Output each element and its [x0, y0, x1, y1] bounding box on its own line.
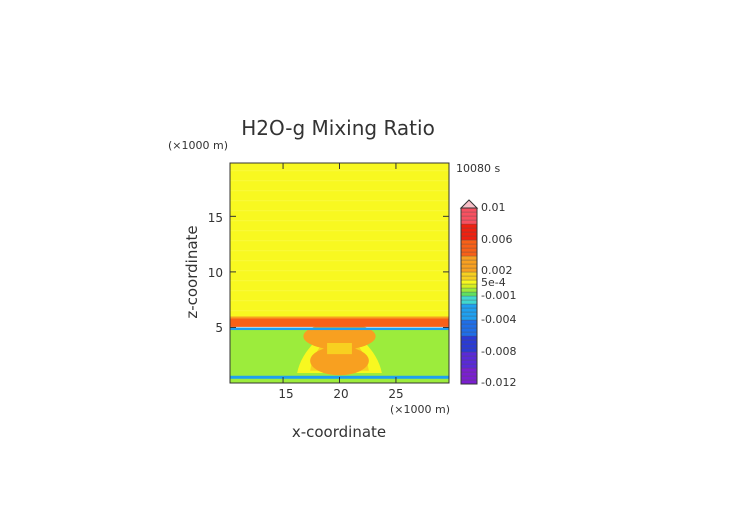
colorbar-label: -0.008: [481, 345, 516, 358]
x-tick-label-15: 15: [278, 387, 293, 401]
colorbar-segment: [460, 291, 478, 297]
colorbar-segment: [460, 303, 478, 309]
colorbar-segment: [460, 359, 478, 365]
colorbar-segment: [460, 311, 478, 317]
colorbar-segment: [460, 379, 478, 385]
colorbar-segment: [460, 231, 478, 237]
y-tick-label-15: 15: [208, 211, 223, 225]
y-tick-label-10: 10: [208, 266, 223, 280]
colorbar-segment: [460, 227, 478, 233]
y-tick-label-5: 5: [215, 321, 223, 335]
colorbar-segment: [460, 243, 478, 249]
contour-field: [230, 163, 449, 383]
colorbar-segment: [460, 259, 478, 265]
red-band: [230, 318, 449, 327]
colorbar-segment: [460, 307, 478, 313]
y-unit-label: (×1000 m): [168, 139, 228, 152]
axis-ticks: [230, 163, 449, 383]
red-band-edge: [230, 316, 449, 319]
colorbar-segment: [460, 247, 478, 253]
colorbar-segment: [460, 363, 478, 369]
colorbar-segment: [460, 299, 478, 305]
colorbar-segment: [460, 339, 478, 345]
plume-core-lower: [310, 346, 369, 376]
plume-neck: [327, 343, 352, 355]
x-tick-label-25: 25: [388, 387, 403, 401]
blue-line-upper: [230, 327, 449, 331]
colorbar-segment: [460, 327, 478, 333]
colorbar-segment: [460, 255, 478, 261]
colorbar-segment: [460, 315, 478, 321]
colorbar-segment: [460, 323, 478, 329]
colorbar-overflow-arrow: [459, 199, 479, 209]
colorbar-segment: [460, 295, 478, 301]
colorbar-segment: [460, 371, 478, 377]
x-axis-label: x-coordinate: [292, 423, 386, 441]
colorbar-segment: [460, 223, 478, 229]
upper-region: [230, 163, 449, 320]
colorbar-segment: [460, 219, 478, 225]
colorbar-segment: [460, 251, 478, 257]
colorbar-label: -0.012: [481, 376, 516, 389]
x-unit-label: (×1000 m): [390, 403, 450, 416]
colorbar-segment: [460, 287, 478, 293]
colorbar-segment: [460, 375, 478, 381]
colorbar-segment: [460, 351, 478, 357]
colorbar-segment: [460, 347, 478, 353]
colorbar-label: -0.001: [481, 289, 516, 302]
colorbar-label: -0.004: [481, 313, 516, 326]
x-tick-label-20: 20: [333, 387, 348, 401]
colorbar-label: 0.006: [481, 233, 513, 246]
colorbar-label: 0.01: [481, 201, 506, 214]
colorbar: [459, 199, 479, 385]
colorbar-segment: [460, 235, 478, 241]
colorbar-segment: [460, 343, 478, 349]
colorbar-segment: [460, 335, 478, 341]
colorbar-segment: [460, 367, 478, 373]
colorbar-segment: [460, 239, 478, 245]
colorbar-segment: [460, 211, 478, 217]
colorbar-segment: [460, 275, 478, 281]
colorbar-label: 0.002: [481, 264, 513, 277]
chart-title: H2O-g Mixing Ratio: [241, 116, 435, 140]
colorbar-segment: [460, 283, 478, 289]
colorbar-segment: [460, 355, 478, 361]
colorbar-label: 5e-4: [481, 276, 506, 289]
y-axis-label: z-coordinate: [183, 225, 201, 318]
colorbar-segment: [460, 267, 478, 273]
colorbar-segment: [460, 215, 478, 221]
colorbar-segment: [460, 271, 478, 277]
colorbar-segment: [460, 263, 478, 269]
colorbar-segment: [460, 331, 478, 337]
colorbar-segment: [460, 319, 478, 325]
time-label: 10080 s: [456, 162, 500, 175]
colorbar-segment: [460, 207, 478, 213]
colorbar-segment: [460, 279, 478, 285]
